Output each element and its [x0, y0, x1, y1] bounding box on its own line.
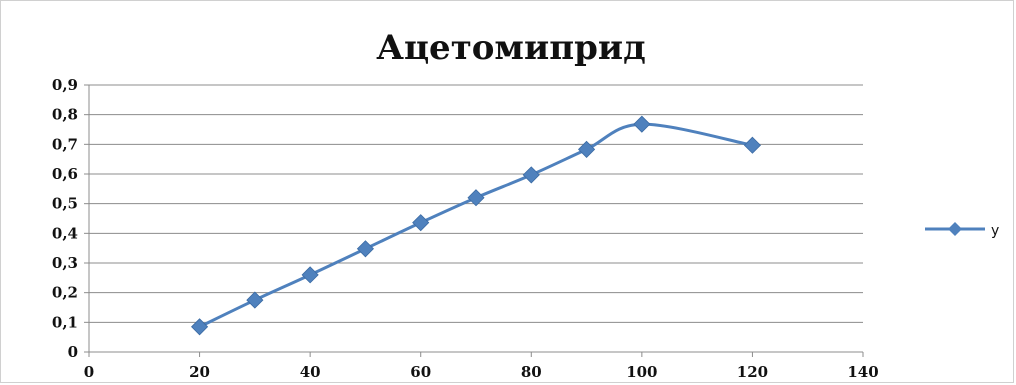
y-tick-label: 0,9	[52, 76, 78, 94]
data-point-marker	[578, 140, 596, 158]
y-tick-labels: 0 0,1 0,2 0,3 0,4 0,5 0,6 0,7 0,8 0,9	[52, 76, 78, 361]
y-tick-label: 0	[68, 343, 78, 361]
data-point-marker	[301, 266, 319, 284]
y-tick-label: 0,5	[52, 195, 78, 213]
legend-label: y	[991, 223, 999, 239]
data-point-marker	[522, 166, 540, 184]
data-point-marker	[191, 318, 209, 336]
data-point-marker	[467, 189, 485, 207]
legend: y	[925, 222, 999, 239]
data-point-marker	[412, 214, 430, 232]
x-tick-label: 80	[521, 363, 542, 381]
axes	[84, 84, 864, 357]
data-point-marker	[246, 291, 264, 309]
data-point-marker	[743, 136, 761, 154]
series-layer	[191, 115, 761, 336]
y-tick-label: 0,2	[52, 284, 78, 302]
y-tick-label: 0,1	[52, 313, 78, 331]
x-tick-label: 120	[737, 363, 768, 381]
x-tick-labels: 0 20 40 60 80 100 120 140	[84, 363, 879, 381]
y-tick-label: 0,7	[52, 135, 78, 153]
x-tick-label: 140	[847, 363, 878, 381]
legend-marker	[948, 222, 962, 236]
y-tick-label: 0,3	[52, 254, 78, 272]
x-tick-label: 0	[84, 363, 94, 381]
x-tick-label: 20	[189, 363, 210, 381]
data-point-marker	[633, 115, 651, 133]
y-tick-label: 0,6	[52, 165, 78, 183]
x-tick-label: 100	[626, 363, 657, 381]
data-point-marker	[356, 240, 374, 258]
x-tick-label: 60	[410, 363, 431, 381]
y-tick-label: 0,4	[52, 224, 78, 242]
x-tick-label: 40	[300, 363, 321, 381]
series-line	[198, 122, 753, 329]
y-tick-label: 0,8	[52, 106, 78, 124]
chart-title: Ацетомиприд	[376, 28, 645, 68]
